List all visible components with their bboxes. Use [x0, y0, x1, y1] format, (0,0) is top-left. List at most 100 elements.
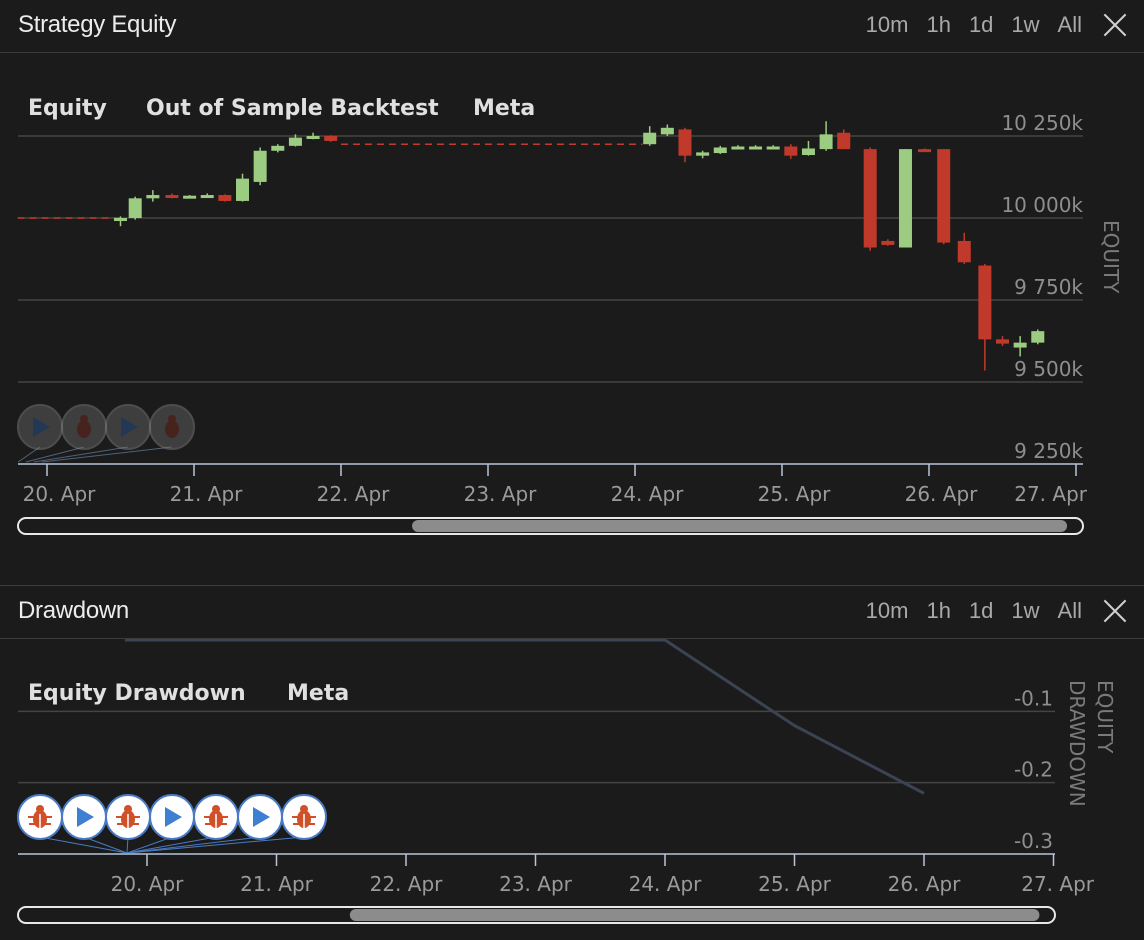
- drawdown-y-axis-title-2: DRAWDOWN: [1065, 680, 1089, 807]
- equity-y-tick-label: 10 000k: [1001, 193, 1083, 217]
- equity-candle[interactable]: [881, 239, 895, 246]
- legend-equity-drawdown[interactable]: Equity Drawdown: [28, 681, 246, 706]
- equity-candle[interactable]: [288, 134, 302, 147]
- equity-x-tick-label: 26. Apr: [905, 482, 979, 506]
- equity-range-1w[interactable]: 1w: [1011, 12, 1040, 37]
- drawdown-range-1w[interactable]: 1w: [1011, 598, 1040, 623]
- drawdown-x-tick-label: 25. Apr: [758, 872, 832, 896]
- equity-scrollbar-thumb[interactable]: [412, 520, 1068, 532]
- equity-candle[interactable]: [784, 144, 798, 159]
- equity-range-10m[interactable]: 10m: [865, 12, 909, 37]
- drawdown-x-tick-label: 24. Apr: [629, 872, 703, 896]
- equity-x-tick-label: 25. Apr: [758, 482, 832, 506]
- drawdown-series-line[interactable]: [124, 638, 925, 795]
- equity-candle[interactable]: [801, 140, 815, 156]
- drawdown-y-tick-label: -0.2: [1014, 758, 1053, 782]
- bug-marker-icon[interactable]: [149, 404, 195, 450]
- drawdown-y-axis-title-1: EQUITY: [1093, 680, 1117, 754]
- drawdown-x-tick-label: 26. Apr: [888, 872, 962, 896]
- equity-candle[interactable]: [183, 195, 197, 199]
- drawdown-x-tick-label: 27. Apr: [1021, 872, 1095, 896]
- play-marker-icon[interactable]: [149, 794, 195, 840]
- bug-marker-icon[interactable]: [281, 794, 327, 840]
- equity-candle[interactable]: [918, 148, 932, 153]
- equity-candle[interactable]: [253, 147, 267, 186]
- play-marker-icon[interactable]: [17, 404, 63, 450]
- equity-candle[interactable]: [819, 121, 833, 151]
- equity-x-tick-label: 27. Apr: [1014, 482, 1088, 506]
- equity-candle[interactable]: [837, 129, 851, 150]
- legend-out-of-sample-backtest[interactable]: Out of Sample Backtest: [146, 96, 439, 121]
- equity-x-tick-label: 24. Apr: [611, 482, 685, 506]
- drawdown-x-tick-label: 23. Apr: [499, 872, 573, 896]
- drawdown-range-10m[interactable]: 10m: [865, 598, 909, 623]
- drawdown-panel-title: Drawdown: [18, 597, 129, 624]
- drawdown-range-1d[interactable]: 1d: [968, 598, 994, 623]
- bug-marker-icon[interactable]: [105, 794, 151, 840]
- equity-range-selector: 10m 1h 1d 1w All: [848, 12, 1082, 38]
- strategy-equity-panel: Strategy Equity 10m 1h 1d 1w All 10 250k…: [0, 0, 1144, 560]
- equity-x-tick-label: 21. Apr: [170, 482, 244, 506]
- equity-x-tick-label: 22. Apr: [317, 482, 391, 506]
- legend-equity[interactable]: Equity: [28, 96, 107, 121]
- equity-range-1h[interactable]: 1h: [926, 12, 951, 37]
- equity-candle[interactable]: [128, 196, 142, 220]
- equity-chart: 10 250k 10 000k 9 750k 9 500k 9 250k 20. Apr…: [17, 96, 1123, 535]
- equity-panel-header: Strategy Equity 10m 1h 1d 1w All: [0, 0, 1144, 53]
- equity-candle[interactable]: [937, 149, 951, 245]
- equity-candle[interactable]: [957, 232, 971, 264]
- legend-meta[interactable]: Meta: [473, 96, 535, 121]
- equity-y-tick-label: 9 750k: [1014, 275, 1083, 299]
- equity-y-axis-title: EQUITY: [1099, 220, 1123, 294]
- play-marker-icon[interactable]: [237, 794, 283, 840]
- equity-candle[interactable]: [165, 193, 179, 199]
- equity-candle[interactable]: [863, 147, 877, 251]
- drawdown-x-tick-label: 20. Apr: [111, 872, 185, 896]
- drawdown-range-all[interactable]: All: [1057, 598, 1082, 623]
- drawdown-y-tick-label: -0.3: [1014, 829, 1053, 853]
- bug-marker-icon[interactable]: [193, 794, 239, 840]
- equity-panel-title: Strategy Equity: [18, 11, 177, 38]
- equity-candle[interactable]: [200, 193, 214, 199]
- equity-x-tick-label: 23. Apr: [464, 482, 538, 506]
- equity-candle[interactable]: [978, 263, 992, 371]
- equity-candle[interactable]: [114, 216, 127, 227]
- equity-candle[interactable]: [1031, 329, 1045, 345]
- equity-candle[interactable]: [218, 194, 232, 202]
- equity-candle[interactable]: [713, 145, 727, 155]
- equity-candle[interactable]: [678, 127, 692, 163]
- drawdown-range-1h[interactable]: 1h: [926, 598, 951, 623]
- equity-candle[interactable]: [146, 190, 160, 202]
- equity-candle[interactable]: [749, 145, 763, 150]
- drawdown-scrollbar-thumb[interactable]: [349, 909, 1040, 921]
- equity-x-tick-label: 20. Apr: [23, 482, 97, 506]
- drawdown-panel: -0.1 -0.2 -0.3 20. Apr 21. Apr 22. Apr 23. Ap…: [0, 585, 1144, 940]
- equity-y-tick-label: 9 250k: [1014, 439, 1083, 463]
- equity-candle[interactable]: [660, 124, 674, 136]
- drawdown-x-tick-label: 21. Apr: [240, 872, 314, 896]
- legend-drawdown-meta[interactable]: Meta: [287, 681, 349, 706]
- equity-candle[interactable]: [271, 144, 285, 153]
- drawdown-close-icon[interactable]: [1102, 598, 1128, 624]
- equity-candle[interactable]: [643, 126, 657, 146]
- play-marker-icon[interactable]: [105, 404, 151, 450]
- equity-candle[interactable]: [1013, 336, 1027, 357]
- equity-y-tick-label: 9 500k: [1014, 357, 1083, 381]
- bug-marker-icon[interactable]: [17, 794, 63, 840]
- drawdown-chart: -0.1 -0.2 -0.3 20. Apr 21. Apr 22. Apr 23. Ap…: [17, 638, 1117, 924]
- equity-candle[interactable]: [996, 336, 1009, 346]
- drawdown-x-tick-label: 22. Apr: [370, 872, 444, 896]
- equity-candle[interactable]: [766, 145, 780, 150]
- equity-y-tick-label: 10 250k: [1001, 111, 1083, 135]
- equity-candle[interactable]: [731, 145, 745, 150]
- bug-marker-icon[interactable]: [61, 404, 107, 450]
- drawdown-y-tick-label: -0.1: [1014, 686, 1053, 710]
- equity-candle[interactable]: [324, 135, 338, 142]
- equity-candle[interactable]: [236, 173, 250, 202]
- play-marker-icon[interactable]: [61, 794, 107, 840]
- equity-range-1d[interactable]: 1d: [968, 12, 994, 37]
- equity-candle[interactable]: [898, 149, 912, 248]
- equity-candle[interactable]: [696, 150, 710, 159]
- equity-range-all[interactable]: All: [1057, 12, 1082, 37]
- equity-candle[interactable]: [306, 132, 320, 140]
